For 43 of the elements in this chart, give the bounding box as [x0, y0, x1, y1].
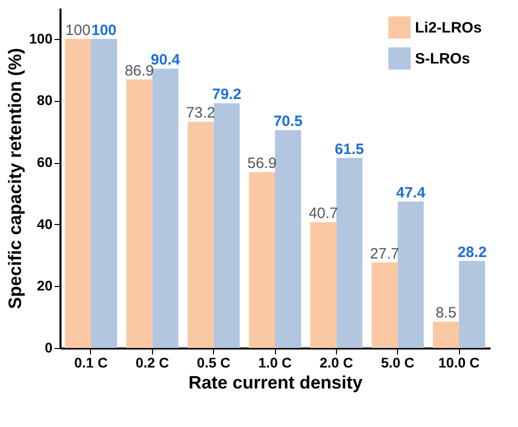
- bar: [310, 222, 336, 348]
- data-label: 100: [65, 22, 90, 39]
- bar: [336, 158, 362, 348]
- data-label: 47.4: [396, 184, 426, 202]
- bar: [188, 122, 214, 348]
- data-label: 100: [91, 22, 117, 39]
- y-tick-label: 100: [29, 30, 53, 46]
- x-tick-label: 10.0 C: [438, 354, 480, 370]
- bar: [432, 322, 460, 348]
- bar: [372, 262, 398, 348]
- data-label: 56.9: [247, 155, 277, 172]
- x-tick-label: 0.2 C: [136, 354, 170, 370]
- x-axis-title: Rate current density: [188, 372, 363, 392]
- y-tick-label: 40: [36, 216, 53, 232]
- bar: [248, 172, 275, 348]
- y-axis-title: Specific capacity retention (%): [5, 48, 26, 310]
- bar: [126, 79, 152, 348]
- bar: [64, 38, 91, 348]
- data-label: 70.5: [273, 113, 303, 130]
- bar: [398, 201, 424, 348]
- bar: [152, 68, 178, 348]
- bar: [214, 103, 240, 348]
- x-tick-label: 5.0 C: [380, 354, 414, 370]
- bar: [459, 260, 486, 348]
- y-tick-label: 80: [36, 92, 53, 108]
- legend-label: Li2-LROs: [415, 20, 482, 36]
- x-tick-label: 0.1 C: [74, 354, 108, 370]
- y-tick-label: 0: [44, 340, 53, 356]
- data-label: 61.5: [334, 140, 364, 158]
- legend-label: S-LROs: [415, 50, 470, 68]
- data-label: 40.7: [308, 205, 338, 222]
- data-label: 8.5: [436, 304, 456, 322]
- x-tick-label: 2.0 C: [320, 354, 354, 370]
- bar: [90, 38, 118, 348]
- y-tick-label: 20: [36, 278, 53, 294]
- data-label: 73.2: [186, 104, 216, 122]
- y-tick-label: 60: [36, 154, 53, 170]
- data-label: 27.7: [370, 245, 400, 262]
- x-tick-label: 0.5 C: [196, 354, 230, 370]
- data-label: 28.2: [457, 244, 487, 261]
- bar: [275, 130, 302, 348]
- x-tick-label: 1.0 C: [258, 354, 292, 370]
- data-label: 79.2: [212, 86, 242, 104]
